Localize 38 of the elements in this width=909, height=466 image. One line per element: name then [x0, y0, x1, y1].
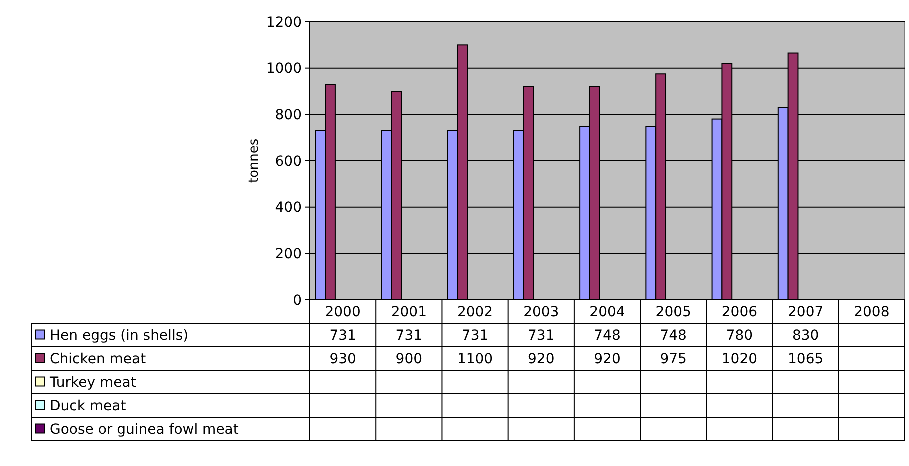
legend-label: Hen eggs (in shells) — [50, 328, 189, 344]
data-label: 830 — [792, 328, 820, 344]
legend-label: Turkey meat — [49, 375, 137, 392]
data-label: 748 — [594, 328, 621, 344]
data-label: 900 — [396, 352, 423, 368]
x-tick-label: 2004 — [590, 304, 626, 321]
data-label: 731 — [396, 328, 423, 344]
data-label: 780 — [726, 328, 754, 344]
y-tick-label: 1200 — [266, 14, 302, 31]
x-tick-label: 2002 — [457, 304, 494, 321]
data-label: 731 — [330, 328, 356, 344]
x-tick-label: 2000 — [325, 304, 361, 321]
data-label: 920 — [528, 352, 555, 368]
x-tick-label: 2008 — [854, 304, 890, 321]
data-label: 1020 — [722, 352, 758, 368]
y-tick-label: 0 — [293, 292, 302, 309]
data-label: 975 — [660, 352, 687, 368]
x-tick-label: 2006 — [722, 304, 758, 321]
legend-label: Goose or guinea fowl meat — [50, 422, 240, 438]
x-tick-label: 2001 — [391, 304, 427, 321]
data-label: 1065 — [788, 352, 824, 368]
y-tick-label: 600 — [275, 154, 302, 170]
data-label: 731 — [528, 328, 555, 344]
x-tick-label: 2007 — [788, 304, 824, 321]
data-label: 731 — [462, 328, 489, 344]
data-label: 1100 — [457, 352, 494, 368]
data-label: 920 — [594, 352, 621, 368]
legend-label: Duck meat — [50, 398, 127, 415]
y-axis-title: tonnes — [247, 138, 262, 184]
y-tick-label: 800 — [275, 108, 302, 124]
data-label: 930 — [330, 352, 356, 368]
y-tick-label: 400 — [275, 200, 302, 216]
data-label: 748 — [660, 328, 687, 344]
x-tick-label: 2003 — [524, 304, 560, 321]
x-tick-label: 2005 — [656, 304, 692, 321]
legend-label: Chicken meat — [50, 352, 147, 368]
y-tick-label: 200 — [275, 246, 302, 263]
y-tick-label: 1000 — [266, 61, 302, 78]
